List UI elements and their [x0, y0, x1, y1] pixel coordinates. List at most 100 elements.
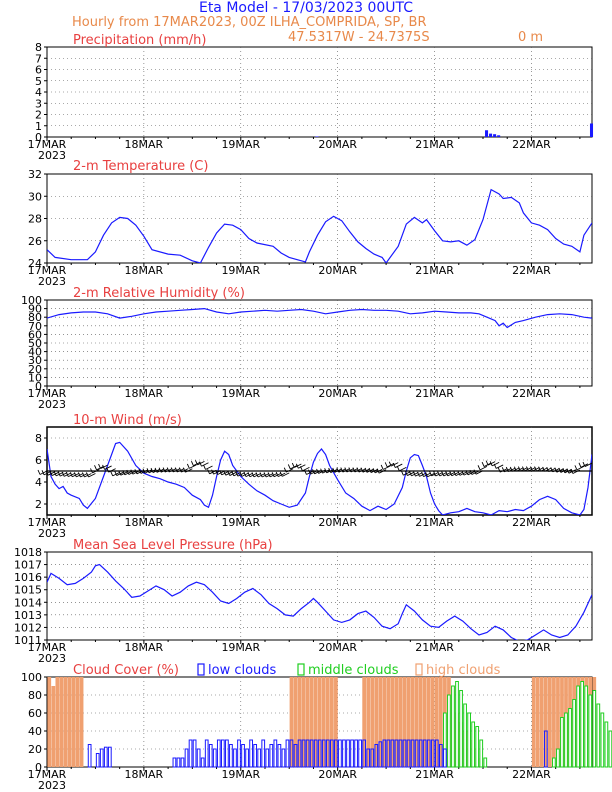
wind-barb-feather [408, 471, 412, 477]
cloud-bar-low [410, 739, 415, 768]
wind-barb-feather [199, 461, 202, 467]
legend-label-0: low clouds [208, 663, 277, 678]
cloud-bar-high [329, 677, 334, 767]
wind-barb-feather [392, 462, 396, 468]
wind-date-label: 20MAR [318, 516, 357, 529]
wind-barb-feather [77, 472, 81, 478]
clouds-date-label: 20MAR [318, 768, 357, 781]
wind-barb-feather [417, 471, 420, 477]
cloud-bar-middle [592, 690, 597, 768]
wind-barb-feather [425, 472, 428, 477]
clouds-panel: 0 20 40 60 80 100 17MAR 18MAR 19MAR 20MAR 21MAR 22M… [21, 663, 612, 792]
wind-barb [294, 463, 302, 468]
cloud-bar-high [309, 677, 314, 767]
legend-label-1: middle clouds [308, 663, 399, 678]
pressure-ytick-label: 1015 [14, 584, 42, 597]
wind-barb [282, 472, 290, 477]
cloud-bar-low [313, 739, 318, 768]
cloud-bar-low [390, 739, 395, 768]
wind-barb [491, 461, 500, 467]
wind-panel: 2 4 6 8 17MAR 18MAR 19MAR 20MAR 21MAR 22MAR 2023 10… [28, 413, 593, 540]
rh-ytick-label: 30 [28, 354, 42, 367]
clouds-ytick-label: 100 [21, 671, 42, 684]
rh-title: 2-m Relative Humidity (%) [73, 286, 245, 301]
wind-barb-feather [332, 467, 336, 473]
precip-year-label: 2023 [38, 149, 66, 162]
precip-date-label: 22MAR [512, 138, 551, 151]
cloud-bar-low [398, 739, 403, 768]
temp-date-label: 22MAR [512, 264, 551, 277]
cloud-bar-low [253, 744, 258, 768]
temp-date-label: 18MAR [125, 264, 164, 277]
cloud-bar-middle [475, 726, 480, 768]
cloud-bar-low [346, 739, 350, 768]
rh-date-label: 21MAR [415, 387, 454, 400]
pressure-ytick-label: 1011 [14, 634, 42, 647]
wind-barb-feather [130, 469, 134, 475]
wind-barb [205, 465, 213, 470]
temp-date-label: 20MAR [318, 264, 357, 277]
cloud-bar-middle [608, 730, 612, 768]
wind-barb-feather [526, 466, 529, 472]
cloud-bar-low [366, 748, 371, 768]
wind-barb-feather [110, 471, 114, 477]
cloud-bar-middle [451, 685, 455, 768]
rh-date-label: 18MAR [125, 387, 164, 400]
legend-swatch-0 [197, 663, 205, 676]
wind-ytick-label: 8 [35, 432, 42, 445]
wind-barb-feather [308, 469, 311, 475]
cloud-bar-low [188, 739, 193, 768]
wind-barb-feather [457, 470, 461, 476]
cloud-bar-high [325, 677, 330, 767]
cloud-bar-high [556, 677, 560, 767]
wind-barb-feather [186, 463, 190, 469]
wind-barb-feather [243, 471, 247, 477]
precip-bar [497, 135, 501, 137]
wind-barb-feather [558, 467, 562, 473]
wind-barb-feather [275, 471, 279, 477]
wind-barb-feather [49, 470, 53, 476]
wind-barb-feather [481, 461, 485, 467]
rh-date-label: 22MAR [512, 387, 551, 400]
wind-date-label: 19MAR [221, 516, 260, 529]
temp-ytick-label: 26 [28, 235, 42, 248]
cloud-bar-middle [479, 739, 484, 768]
wind-barb [584, 462, 593, 467]
cloud-bar-low [289, 739, 294, 768]
cloud-bar-low [305, 739, 310, 768]
cloud-bar-high [71, 677, 76, 767]
wind-barb-feather [429, 471, 433, 477]
cloud-bar-low [418, 739, 423, 768]
cloud-bar-low [301, 739, 306, 768]
wind-barb-feather [291, 462, 295, 468]
clouds-ytick-label: 20 [28, 743, 42, 756]
cloud-bar-low [443, 748, 447, 768]
cloud-bar-low [95, 753, 100, 768]
wind-barb [479, 465, 488, 471]
cloud-bar-high [370, 677, 375, 767]
location-elevation: 0 m [518, 30, 543, 45]
wind-barb [197, 460, 205, 466]
cloud-bar-high [426, 677, 431, 767]
wind-date-label: 21MAR [415, 516, 454, 529]
temp-ytick-label: 28 [28, 213, 42, 226]
wind-barb-feather [65, 471, 69, 477]
rh-year-label: 2023 [38, 398, 66, 411]
wind-barb [382, 465, 391, 470]
rh-ytick-label: 0 [35, 380, 42, 393]
cloud-bar-low [220, 739, 225, 768]
pressure-ytick-label: 1017 [14, 559, 42, 572]
wind-barb-feather [287, 464, 291, 470]
clouds-date-label: 19MAR [221, 768, 260, 781]
rh-series-line [47, 307, 592, 329]
cloud-bar-middle [483, 757, 488, 768]
cloud-bar-high [402, 677, 407, 767]
wind-barb-feather [94, 465, 97, 471]
wind-barb-feather [396, 466, 400, 472]
cloud-bar-low [204, 739, 209, 768]
wind-barb-feather [388, 461, 392, 467]
precip-ytick-label: 6 [35, 64, 42, 77]
